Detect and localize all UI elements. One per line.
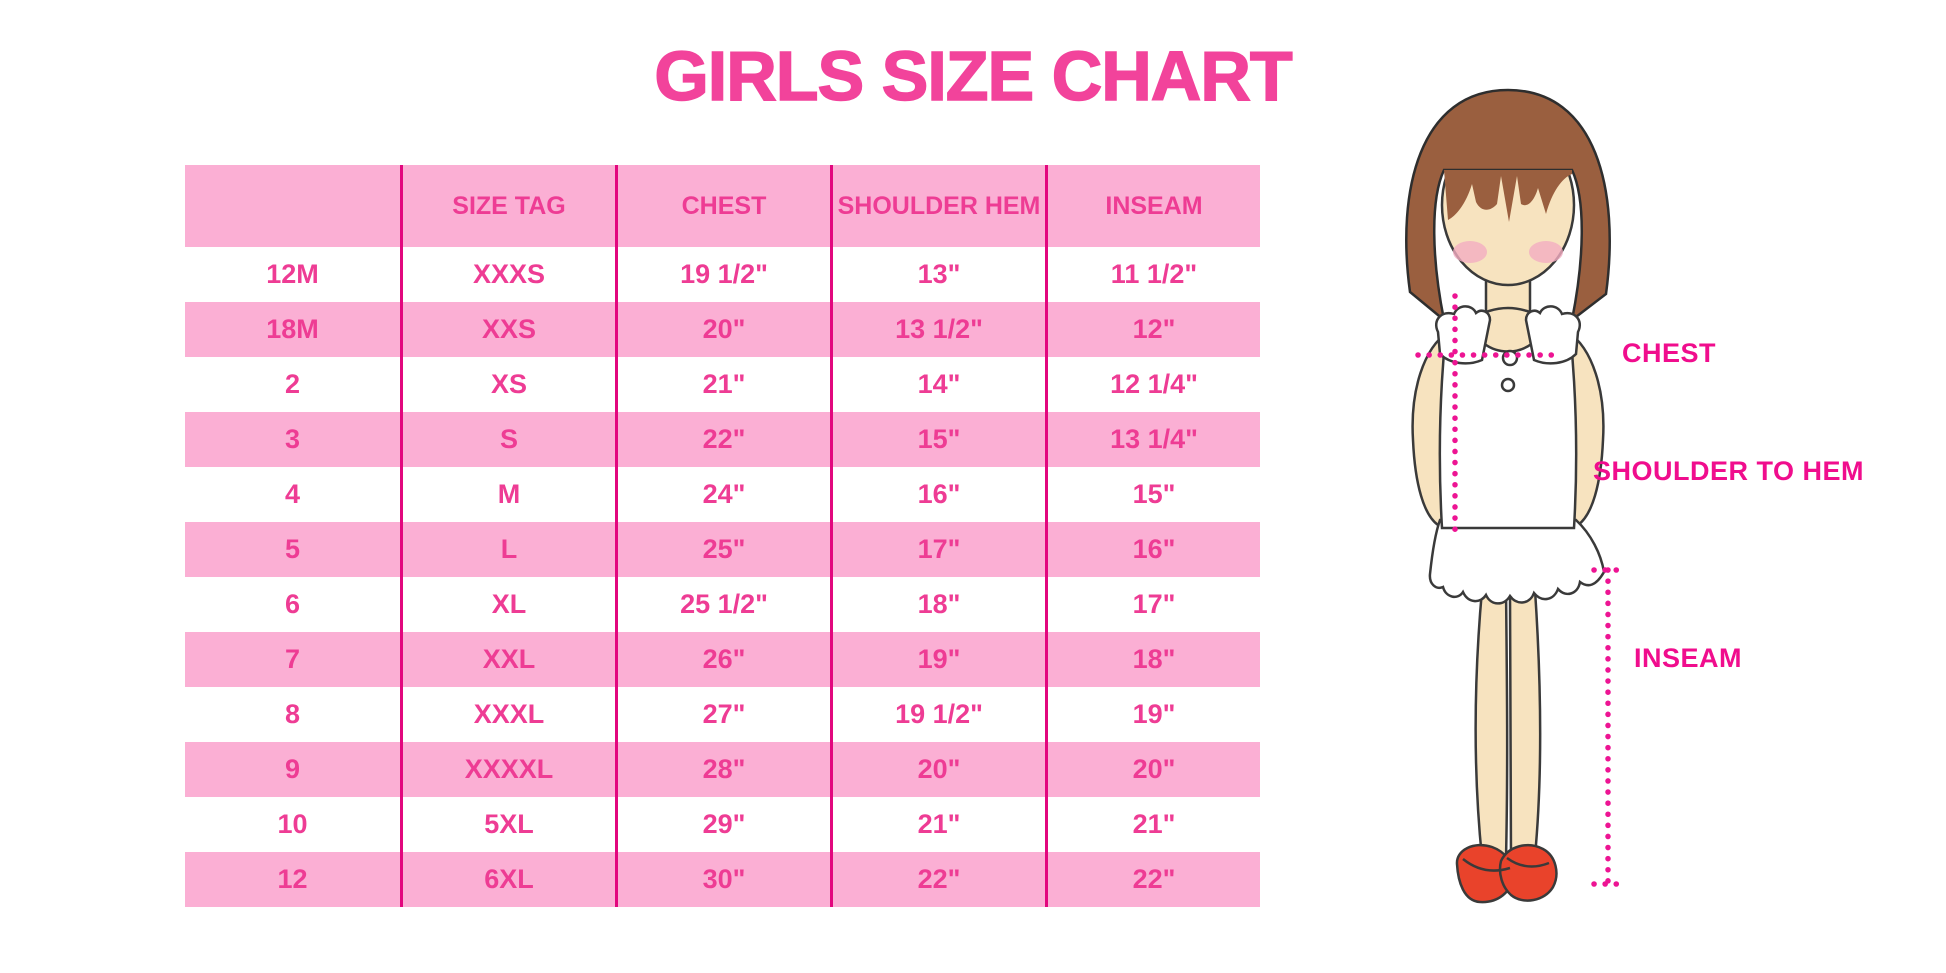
table-body: 12M XXXS 19 1/2" 13" 11 1/2" 18M XXS 20" 13 1/2"… xyxy=(185,247,1260,907)
table-cell: 19 1/2" xyxy=(830,687,1045,742)
table-cell: 22" xyxy=(1045,852,1260,907)
girl-leg-left xyxy=(1474,588,1509,860)
table-cell: 26" xyxy=(615,632,830,687)
ruffle-sleeve-left xyxy=(1435,305,1492,365)
table-row: 18M XXS 20" 13 1/2" 12" xyxy=(185,302,1260,357)
table-cell: L xyxy=(400,522,615,577)
table-cell: 2 xyxy=(284,369,301,399)
girl-shoe-right xyxy=(1498,844,1558,902)
girl-bangs xyxy=(1444,170,1572,222)
table-header-row: SIZE TAG CHEST SHOULDER HEM INSEAM xyxy=(185,165,1260,247)
girl-cheek-left xyxy=(1453,241,1487,263)
table-cell: 25" xyxy=(615,522,830,577)
table-row: 8 XXXL 27" 19 1/2" 19" xyxy=(185,687,1260,742)
shoulder-to-hem-label: SHOULDER TO HEM xyxy=(1593,456,1865,486)
table-cell: 29" xyxy=(615,797,830,852)
header-cell: SIZE TAG xyxy=(400,165,615,247)
girl-leg-right xyxy=(1508,588,1542,860)
table-cell: 17" xyxy=(830,522,1045,577)
table-cell: 18" xyxy=(1045,632,1260,687)
table-cell: 20" xyxy=(830,742,1045,797)
table-cell: 30" xyxy=(615,852,830,907)
header-cell: INSEAM xyxy=(1045,165,1260,247)
table-cell: 13 1/2" xyxy=(830,302,1045,357)
table-cell: 20" xyxy=(615,302,830,357)
table-cell: 5 xyxy=(284,534,301,564)
table-cell: XXXL xyxy=(400,687,615,742)
table-row: 9 XXXXL 28" 20" 20" xyxy=(185,742,1260,797)
table-cell: 21" xyxy=(615,357,830,412)
table-row: 12M XXXS 19 1/2" 13" 11 1/2" xyxy=(185,247,1260,302)
table-cell: 11 1/2" xyxy=(1045,247,1260,302)
table-cell: 6 xyxy=(284,589,301,619)
shoe-strap-left xyxy=(1462,858,1511,872)
table-cell: 24" xyxy=(615,467,830,522)
header-cell xyxy=(185,165,400,247)
table-row: 7 XXL 26" 19" 18" xyxy=(185,632,1260,687)
table-cell: 8 xyxy=(284,699,301,729)
table-cell: 21" xyxy=(1045,797,1260,852)
girl-skirt xyxy=(1428,518,1606,605)
table-cell: 17" xyxy=(1045,577,1260,632)
inseam-label: INSEAM xyxy=(1634,643,1743,673)
table-cell: XS xyxy=(400,357,615,412)
table-cell: 7 xyxy=(284,644,301,674)
table-row: 6 XL 25 1/2" 18" 17" xyxy=(185,577,1260,632)
table-cell: 18M xyxy=(266,314,319,344)
ruffle-sleeve-right xyxy=(1524,305,1581,365)
table-cell: 22" xyxy=(830,852,1045,907)
table-cell: 3 xyxy=(284,424,301,454)
table-cell: 9 xyxy=(284,754,301,784)
table-cell: XXXXL xyxy=(400,742,615,797)
header-cell: SHOULDER HEM xyxy=(830,165,1045,247)
table-row: 5 L 25" 17" 16" xyxy=(185,522,1260,577)
table-cell: 13 1/4" xyxy=(1045,412,1260,467)
table-cell: 19" xyxy=(830,632,1045,687)
table-cell: 16" xyxy=(1045,522,1260,577)
table-cell: 16" xyxy=(830,467,1045,522)
table-row: 2 XS 21" 14" 12 1/4" xyxy=(185,357,1260,412)
table-cell: M xyxy=(400,467,615,522)
table-cell: 12" xyxy=(1045,302,1260,357)
table-cell: 12 1/4" xyxy=(1045,357,1260,412)
table-cell: XXL xyxy=(400,632,615,687)
table-row: 4 M 24" 16" 15" xyxy=(185,467,1260,522)
table-cell: 21" xyxy=(830,797,1045,852)
table-cell: 10 xyxy=(277,809,308,839)
table-cell: 27" xyxy=(615,687,830,742)
table-cell: 6XL xyxy=(400,852,615,907)
page-title: GIRLS SIZE CHART xyxy=(654,36,1294,116)
table-cell: XXS xyxy=(400,302,615,357)
size-chart-table: SIZE TAG CHEST SHOULDER HEM INSEAM 12M XXXS 1… xyxy=(185,165,1260,907)
table-cell: 15" xyxy=(1045,467,1260,522)
chest-label: CHEST xyxy=(1622,338,1717,368)
shoe-strap-right xyxy=(1506,856,1550,868)
table-cell: 12 xyxy=(277,864,308,894)
table-cell: 4 xyxy=(284,479,301,509)
table-cell: XL xyxy=(400,577,615,632)
table-cell: 22" xyxy=(615,412,830,467)
table-cell: 19" xyxy=(1045,687,1260,742)
table-row: 12 6XL 30" 22" 22" xyxy=(185,852,1260,907)
table-cell: 12M xyxy=(266,259,319,289)
girl-hair xyxy=(1405,88,1611,324)
table-cell: 28" xyxy=(615,742,830,797)
table-cell: 18" xyxy=(830,577,1045,632)
table-cell: 15" xyxy=(830,412,1045,467)
table-cell: 5XL xyxy=(400,797,615,852)
table-row: 10 5XL 29" 21" 21" xyxy=(185,797,1260,852)
table-cell: S xyxy=(400,412,615,467)
table-cell: XXXS xyxy=(400,247,615,302)
girl-illustration xyxy=(1405,88,1625,904)
top-button-2 xyxy=(1500,377,1516,393)
header-cell: CHEST xyxy=(615,165,830,247)
table-row: 3 S 22" 15" 13 1/4" xyxy=(185,412,1260,467)
table-cell: 13" xyxy=(830,247,1045,302)
table-cell: 25 1/2" xyxy=(615,577,830,632)
table-cell: 20" xyxy=(1045,742,1260,797)
table-cell: 14" xyxy=(830,357,1045,412)
table-cell: 19 1/2" xyxy=(615,247,830,302)
girl-cheek-right xyxy=(1529,241,1563,263)
